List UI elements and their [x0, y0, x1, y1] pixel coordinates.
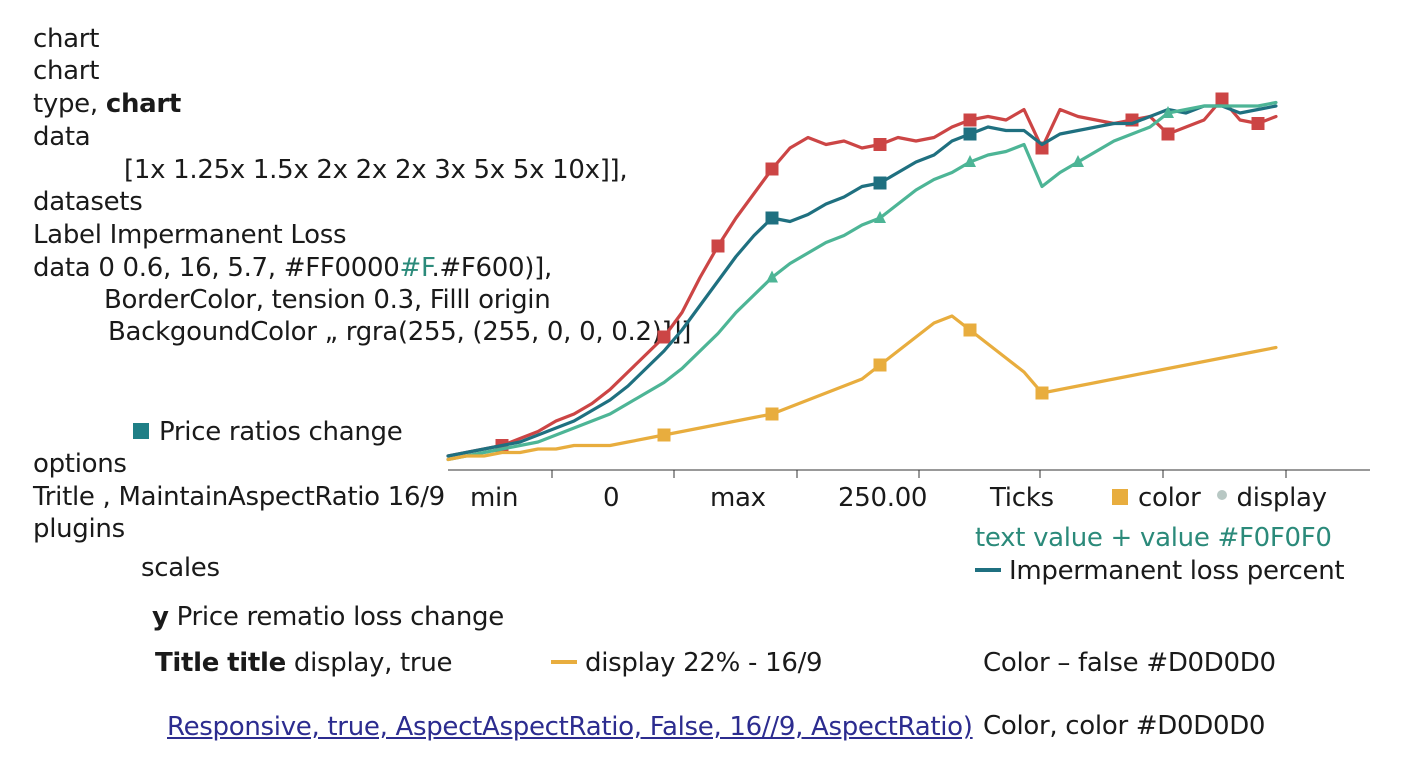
data-point-orange: [765, 407, 779, 421]
options-y-value: Price rematio loss change: [176, 602, 505, 632]
data-point-orange: [963, 323, 977, 337]
data-point-orange: [873, 358, 887, 372]
code-line-dataset-data: data 0 0.6, 16, 5.7, #FF0000#F.#F600)],: [33, 255, 552, 281]
legend-price-ratios-label: Price ratios change: [159, 417, 403, 447]
orange-dash-icon: [551, 660, 577, 664]
teal-dash-icon: [975, 568, 1001, 572]
legend-text-value: text value + value #F0F0F0: [975, 523, 1332, 553]
code-data-teal: #F: [399, 253, 432, 283]
color-color-text: Color, color #D0D0D0: [983, 711, 1266, 741]
series-line-red: [446, 97, 1278, 458]
code-line-data: data: [33, 122, 91, 152]
data-point-blue: [873, 176, 887, 190]
code-type-key: type,: [33, 89, 98, 119]
series-line-orange: [446, 314, 1278, 462]
code-data-values: data 0 0.6, 16, 5.7, #FF0000: [33, 253, 400, 283]
legend-price-ratios: Price ratios change: [133, 417, 403, 447]
code-line-background: BackgoundColor „ rgra(255, (255, 0, 0, 0…: [108, 317, 692, 347]
data-point-orange: [657, 428, 671, 442]
options-title-display: Title title display, true: [155, 648, 453, 678]
code-line-ratios: [1x 1.25x 1.5x 2x 2x 2x 3x 5x 5x 10x]],: [124, 155, 628, 185]
x-tick-label: Ticks: [990, 483, 1054, 513]
x-axis: [448, 469, 1370, 478]
data-point-green: [766, 270, 778, 283]
code-line-chart-2: chart: [33, 56, 100, 86]
code-line-border: BorderColor, tension 0.3, Filll origin: [104, 285, 551, 315]
data-point-green: [1162, 106, 1174, 118]
data-point-blue: [963, 127, 977, 141]
color-false-text: Color – false #D0D0D0: [983, 648, 1276, 678]
options-title-key: Title: [155, 648, 220, 678]
data-point-green: [964, 155, 976, 167]
code-line-chart-1: chart: [33, 24, 100, 54]
x-tick-label: min: [470, 483, 519, 513]
data-point-green: [1072, 155, 1084, 167]
code-line-type: type, chart: [33, 91, 181, 117]
options-y-line: y Price rematio loss change: [152, 604, 504, 630]
legend-color-display: color display: [1112, 485, 1327, 511]
options-title-value: display, true: [293, 648, 453, 678]
data-point-red: [1161, 127, 1175, 141]
options-plugins: plugins: [33, 514, 125, 544]
data-point-red: [765, 162, 779, 176]
code-line-label: Label Impermanent Loss: [33, 220, 347, 250]
legend-impermanent-label: Impermanent loss percent: [1009, 556, 1345, 586]
options-title-sub: title: [227, 648, 286, 678]
options-scales: scales: [141, 553, 220, 583]
responsive-link[interactable]: Responsive, true, AspectAspectRatio, Fal…: [167, 712, 973, 742]
data-point-red: [873, 138, 887, 151]
legend-color-label: color: [1138, 483, 1201, 513]
code-line-datasets: datasets: [33, 187, 143, 217]
options-title-line: Tritle , MaintainAspectRatio 16/9: [33, 482, 445, 512]
legend-display-percent-label: display 22% - 16/9: [585, 648, 823, 678]
x-tick-label: max: [710, 483, 766, 513]
data-point-red: [963, 113, 977, 127]
code-type-value: chart: [105, 89, 182, 119]
legend-display-label: display: [1236, 483, 1328, 513]
series-line-blue: [446, 104, 1278, 458]
small-marker-icon: [1216, 490, 1227, 500]
data-point-red: [657, 330, 671, 344]
data-point-red: [1215, 92, 1229, 106]
x-tick-label: 0: [603, 483, 620, 513]
series-layer: [446, 92, 1278, 462]
legend-impermanent: Impermanent loss percent: [975, 556, 1345, 586]
series-line-green: [446, 100, 1278, 462]
data-point-orange: [1035, 386, 1049, 400]
teal-square-icon: [133, 423, 149, 439]
data-point-red: [1035, 141, 1049, 155]
code-data-tail: .#F600)],: [431, 253, 552, 283]
options-label: options: [33, 449, 127, 479]
data-point-green: [874, 211, 886, 223]
options-y-key: y: [152, 602, 169, 632]
data-point-red: [1251, 117, 1265, 130]
orange-square-icon: [1112, 489, 1128, 505]
legend-display-percent: display 22% - 16/9: [551, 648, 823, 678]
data-point-blue: [765, 211, 779, 225]
x-tick-label: 250.00: [838, 483, 928, 513]
data-point-red: [711, 239, 725, 253]
